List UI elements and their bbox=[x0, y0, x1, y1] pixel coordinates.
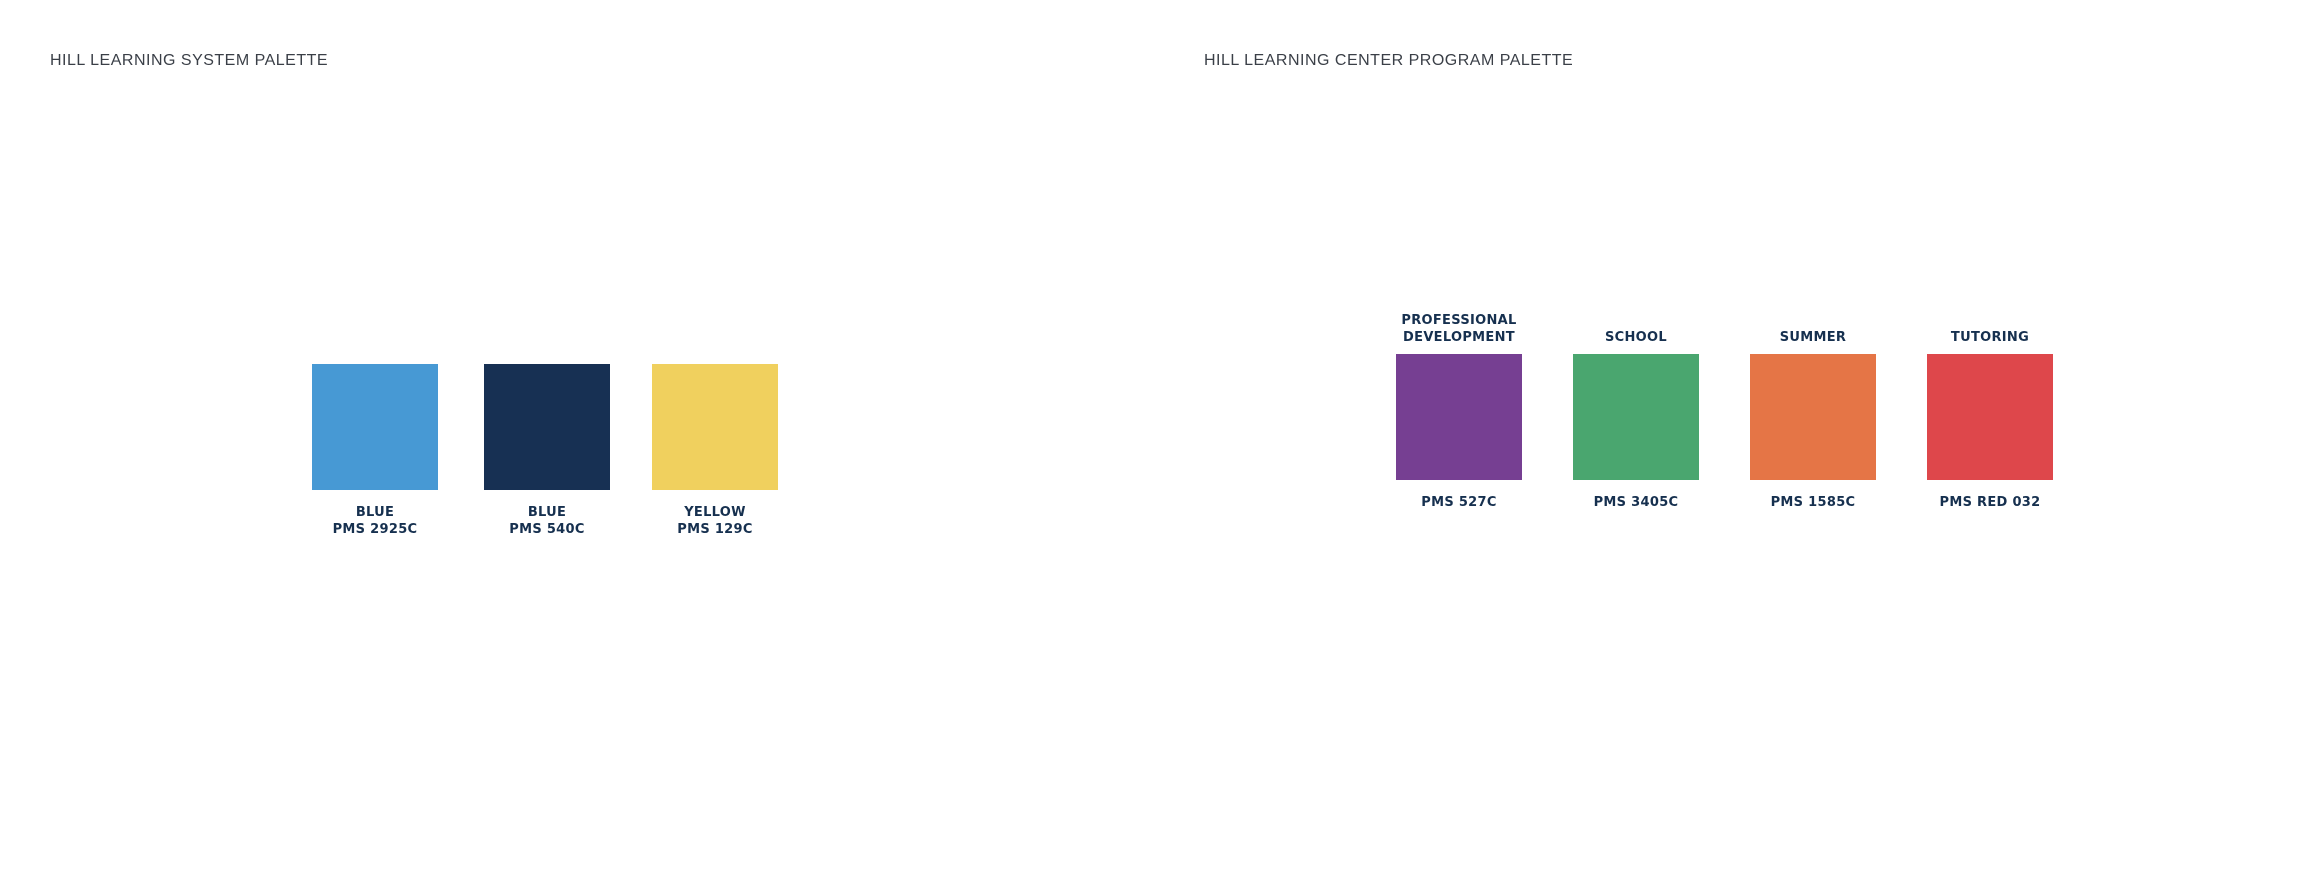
program-label: TUTORING bbox=[1927, 312, 2053, 346]
swatch-school: SCHOOL PMS 3405C bbox=[1573, 312, 1699, 511]
program-name-line2: TUTORING bbox=[1950, 330, 2030, 345]
swatch-professional-development: PROFESSIONAL DEVELOPMENT PMS 527C bbox=[1396, 312, 1522, 511]
color-swatch bbox=[1927, 354, 2053, 480]
swatch-blue-540c: BLUE PMS 540C bbox=[484, 364, 610, 538]
swatch-pms-code: PMS 1585C bbox=[1770, 495, 1856, 510]
program-name-line1: PROFESSIONAL bbox=[1401, 313, 1517, 328]
swatch-pms-code: PMS 540C bbox=[509, 522, 585, 537]
swatch-color-name: YELLOW bbox=[684, 505, 746, 520]
color-swatch bbox=[652, 364, 778, 490]
color-swatch bbox=[312, 364, 438, 490]
swatch-pms-code: PMS RED 032 bbox=[1939, 495, 2041, 510]
swatch-label: BLUE PMS 540C bbox=[484, 504, 610, 538]
color-swatch bbox=[1573, 354, 1699, 480]
swatch-label: BLUE PMS 2925C bbox=[312, 504, 438, 538]
swatch-blue-2925c: BLUE PMS 2925C bbox=[312, 364, 438, 538]
swatch-pms-code: PMS 2925C bbox=[332, 522, 418, 537]
program-name-line2: SCHOOL bbox=[1605, 330, 1667, 345]
swatch-pms-code: PMS 527C bbox=[1421, 495, 1497, 510]
swatch-pms-code: PMS 3405C bbox=[1593, 495, 1679, 510]
swatch-label: YELLOW PMS 129C bbox=[652, 504, 778, 538]
swatch-color-name: BLUE bbox=[355, 505, 395, 520]
system-palette-title: HILL LEARNING SYSTEM PALETTE bbox=[50, 52, 329, 69]
color-swatch bbox=[1396, 354, 1522, 480]
program-label: PROFESSIONAL DEVELOPMENT bbox=[1396, 312, 1522, 346]
color-swatch bbox=[1750, 354, 1876, 480]
program-name-line2: DEVELOPMENT bbox=[1403, 330, 1515, 345]
program-palette-title: HILL LEARNING CENTER PROGRAM PALETTE bbox=[1204, 52, 1574, 69]
swatch-color-name: BLUE bbox=[527, 505, 567, 520]
swatch-pms-code: PMS 129C bbox=[677, 522, 753, 537]
swatch-tutoring: TUTORING PMS RED 032 bbox=[1927, 312, 2053, 511]
program-name-line2: SUMMER bbox=[1779, 330, 1847, 345]
swatch-summer: SUMMER PMS 1585C bbox=[1750, 312, 1876, 511]
program-label: SUMMER bbox=[1750, 312, 1876, 346]
swatch-yellow-129c: YELLOW PMS 129C bbox=[652, 364, 778, 538]
program-label: SCHOOL bbox=[1573, 312, 1699, 346]
color-swatch bbox=[484, 364, 610, 490]
